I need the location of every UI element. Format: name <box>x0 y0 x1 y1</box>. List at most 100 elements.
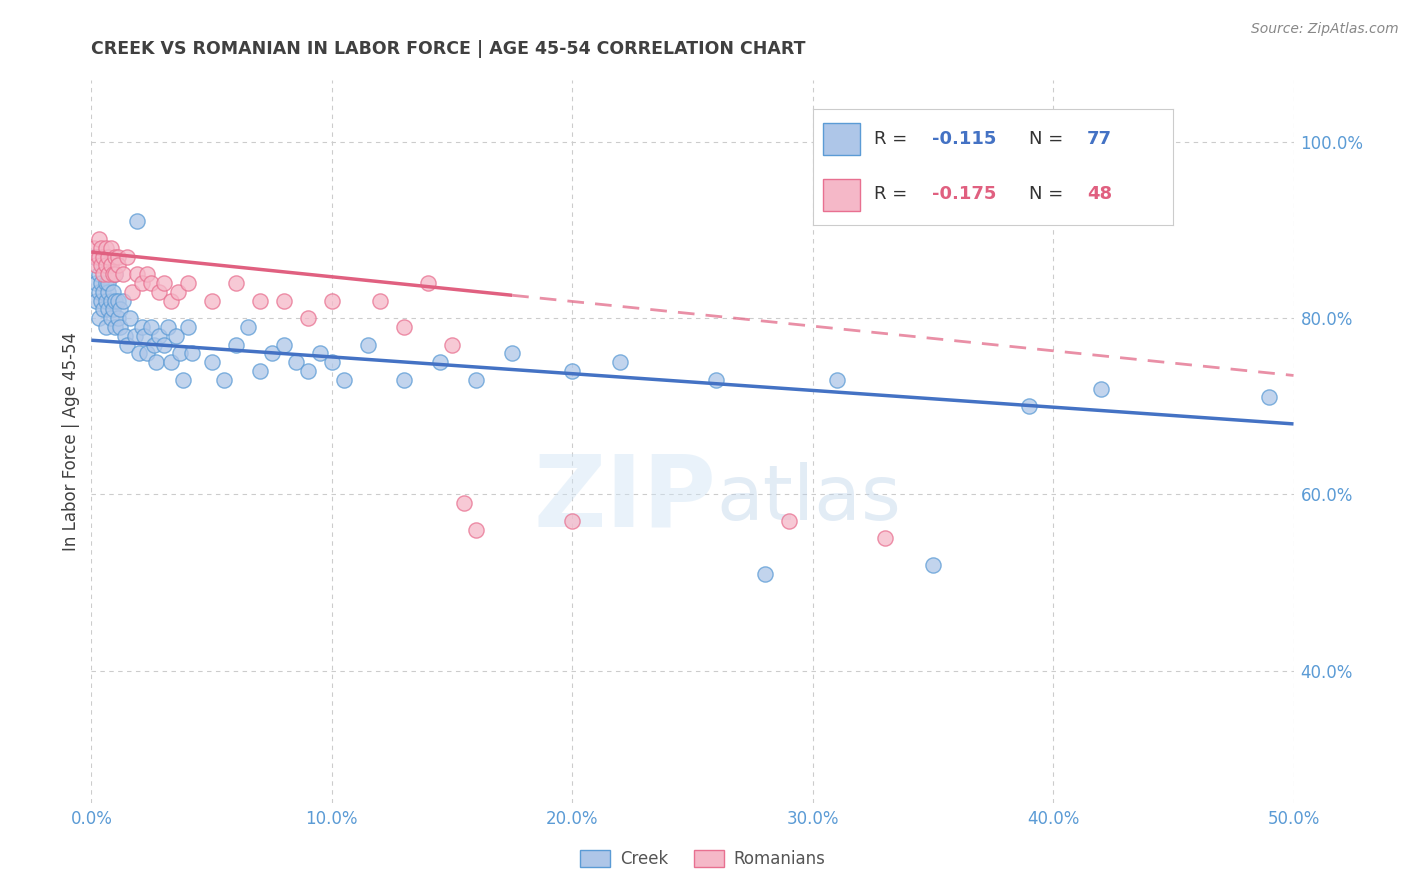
Point <box>97 276 120 290</box>
Point <box>93 258 115 272</box>
Point <box>107 311 129 326</box>
Point <box>110 302 132 317</box>
Point <box>429 355 451 369</box>
Point <box>87 232 110 246</box>
Text: Source: ZipAtlas.com: Source: ZipAtlas.com <box>1251 22 1399 37</box>
Point <box>416 276 439 290</box>
Point <box>297 311 319 326</box>
Point <box>333 373 356 387</box>
Y-axis label: In Labor Force | Age 45-54: In Labor Force | Age 45-54 <box>62 332 80 551</box>
Point <box>104 267 127 281</box>
Point <box>104 250 127 264</box>
Point <box>181 346 204 360</box>
Text: atlas: atlas <box>717 462 901 536</box>
Point <box>465 373 488 387</box>
Point <box>100 293 122 308</box>
Point <box>90 241 112 255</box>
Point <box>94 293 117 308</box>
Point <box>308 346 330 360</box>
Point <box>392 373 415 387</box>
Point <box>100 241 122 255</box>
Point <box>101 302 124 317</box>
Point <box>321 355 343 369</box>
Point <box>87 250 110 264</box>
Point <box>201 355 224 369</box>
Point <box>1018 399 1040 413</box>
Point <box>561 364 583 378</box>
Point <box>104 320 127 334</box>
Point <box>609 355 631 369</box>
Point <box>368 293 391 308</box>
Point <box>159 293 181 308</box>
Point <box>152 276 174 290</box>
Point <box>101 267 124 281</box>
Point <box>1258 391 1281 405</box>
Point <box>236 320 259 334</box>
Point <box>93 285 115 299</box>
Point <box>100 311 122 326</box>
Point <box>273 293 295 308</box>
Point <box>152 337 174 351</box>
Point <box>104 267 127 281</box>
Point <box>142 337 165 351</box>
Point <box>273 337 295 351</box>
Point <box>124 328 146 343</box>
Point <box>754 566 776 581</box>
Point <box>111 267 134 281</box>
Point <box>90 276 112 290</box>
Point <box>97 250 120 264</box>
Point <box>176 320 198 334</box>
Point <box>501 346 523 360</box>
Text: CREEK VS ROMANIAN IN LABOR FORCE | AGE 45-54 CORRELATION CHART: CREEK VS ROMANIAN IN LABOR FORCE | AGE 4… <box>91 40 806 58</box>
Point <box>94 258 117 272</box>
Point <box>141 276 163 290</box>
Point <box>453 496 475 510</box>
Point <box>110 320 132 334</box>
Point <box>440 337 463 351</box>
Text: ZIP: ZIP <box>534 450 717 548</box>
Point <box>100 258 122 272</box>
Point <box>159 355 181 369</box>
Point <box>90 293 112 308</box>
Point <box>465 523 488 537</box>
Point <box>561 514 583 528</box>
Point <box>141 320 163 334</box>
Point <box>93 267 115 281</box>
Point <box>167 285 190 299</box>
Point <box>357 337 380 351</box>
Point <box>225 276 247 290</box>
Point <box>1090 382 1112 396</box>
Point <box>212 373 235 387</box>
Point <box>922 558 945 572</box>
Point <box>284 355 307 369</box>
Point <box>297 364 319 378</box>
Point <box>107 258 129 272</box>
Point <box>165 328 187 343</box>
Point <box>84 276 107 290</box>
Point <box>125 214 148 228</box>
Point <box>83 250 105 264</box>
Point <box>125 267 148 281</box>
Point <box>111 293 134 308</box>
Point <box>84 250 107 264</box>
Point <box>87 311 110 326</box>
Point <box>101 285 124 299</box>
Point <box>94 320 117 334</box>
Point <box>90 258 112 272</box>
Point <box>93 250 115 264</box>
Point <box>135 346 157 360</box>
Point <box>83 241 105 255</box>
Point <box>225 337 247 351</box>
Point <box>321 293 343 308</box>
Point <box>148 328 170 343</box>
Legend: Creek, Romanians: Creek, Romanians <box>574 843 832 875</box>
Point <box>84 258 107 272</box>
Point <box>778 514 800 528</box>
Point <box>97 302 120 317</box>
Point <box>128 346 150 360</box>
Point <box>118 311 141 326</box>
Point <box>94 241 117 255</box>
Point <box>176 276 198 290</box>
Point <box>392 320 415 334</box>
Point <box>260 346 283 360</box>
